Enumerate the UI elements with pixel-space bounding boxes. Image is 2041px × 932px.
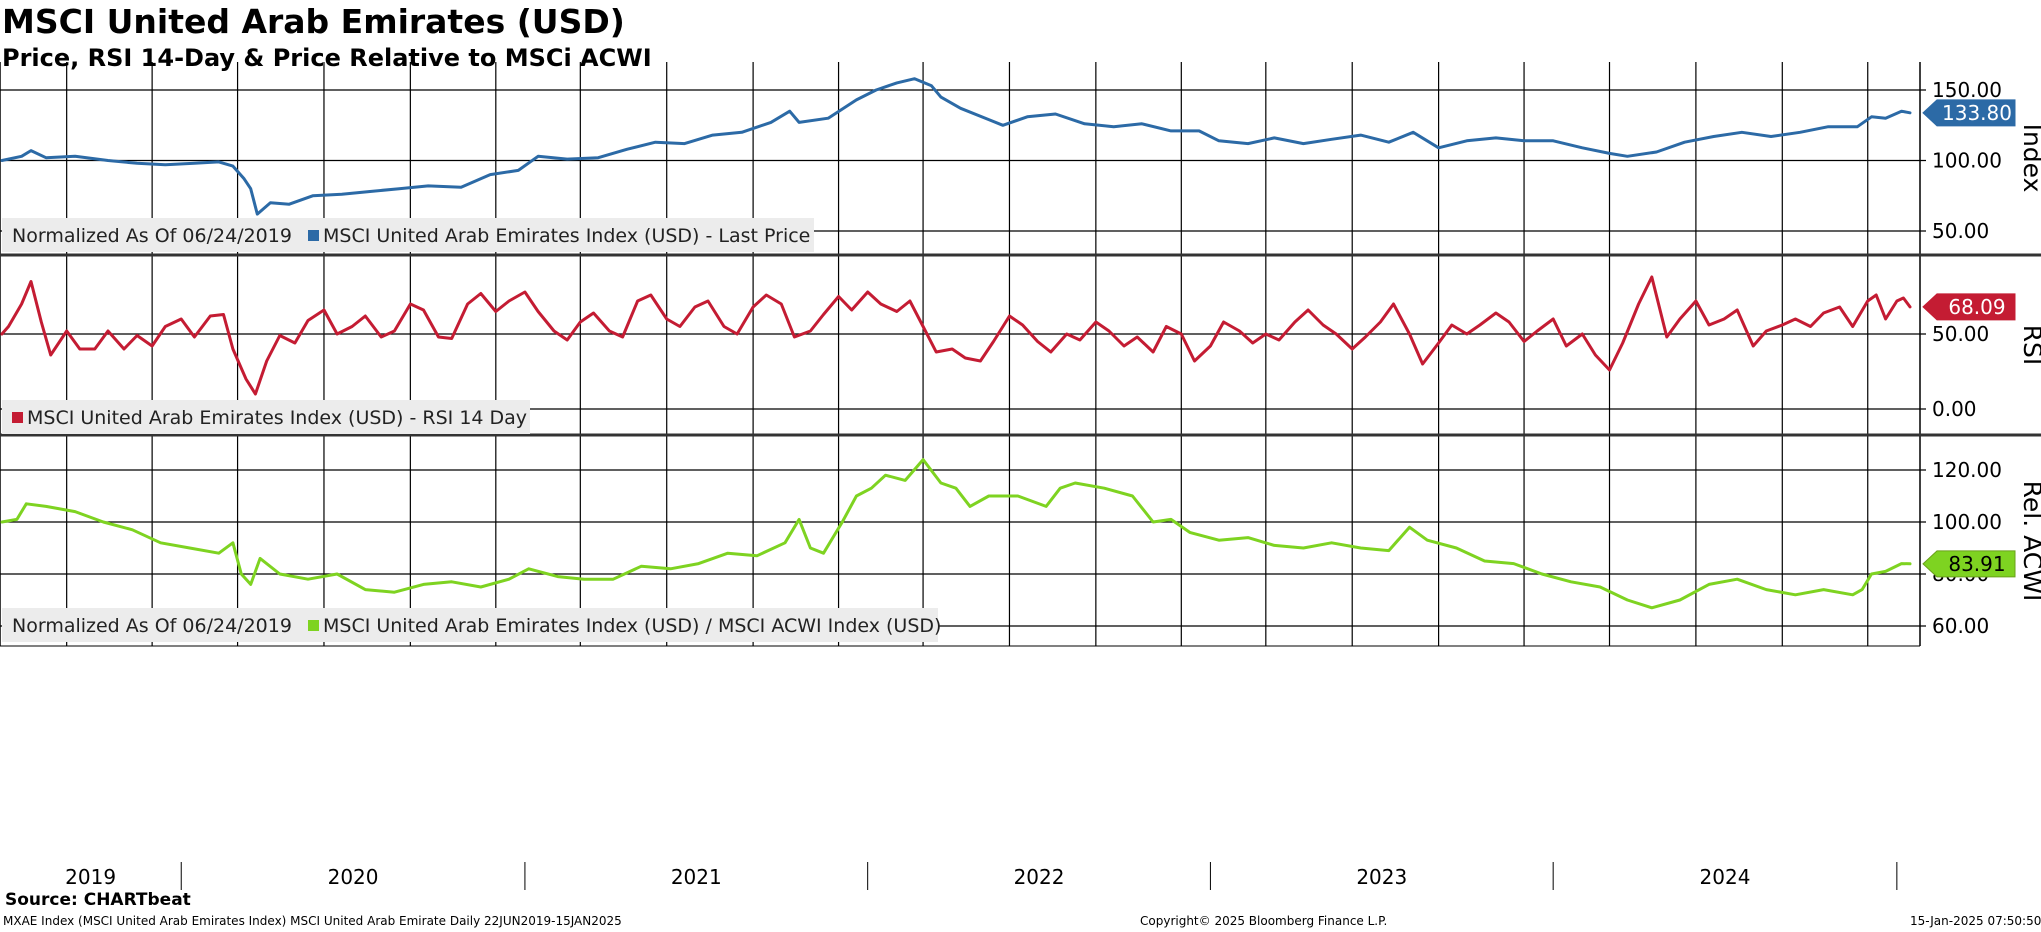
y-tick-label: 50.00 <box>1932 219 1989 243</box>
last-value-tag <box>1922 550 2016 578</box>
y-tick-label: 50.00 <box>1932 322 1989 346</box>
last-value-label: 83.91 <box>1948 552 2005 576</box>
y-tick-label: 100.00 <box>1932 510 2002 534</box>
chart-title: MSCI United Arab Emirates (USD) <box>2 2 625 41</box>
last-value-tag <box>1922 99 2016 127</box>
legend-swatch <box>12 412 23 423</box>
series-line-relative <box>0 458 1912 610</box>
y-tick-label: 120.00 <box>1932 458 2002 482</box>
legend-box <box>2 400 530 434</box>
series-layer <box>0 77 1912 610</box>
y-tick-label: 100.00 <box>1932 149 2002 173</box>
x-axis-year-label: 2021 <box>671 865 722 889</box>
y-axis-title: Rel. ACWI <box>2018 481 2041 602</box>
y-tick-label: 150.00 <box>1932 78 2002 102</box>
axis-layer: 2019 2020 2021 2022 2023 2024 50.00 100.00 150.0… <box>65 78 2041 889</box>
last-value-tag <box>1922 293 2016 321</box>
series-line-price <box>0 77 1912 216</box>
legend-series-name: MSCI United Arab Emirates Index (USD) - … <box>323 225 810 247</box>
legend-swatch <box>308 620 319 631</box>
y-axis-title: Index <box>2018 124 2041 193</box>
legend-box <box>2 608 938 642</box>
y-tick-label: 60.00 <box>1932 614 1989 638</box>
footer-copyright: Copyright© 2025 Bloomberg Finance L.P. <box>1140 914 1388 928</box>
source-label: Source: CHARTbeat <box>5 890 191 910</box>
legend-prefix: Normalized As Of 06/24/2019 <box>12 615 292 637</box>
x-axis-year-label: 2019 <box>65 865 116 889</box>
legend-layer: Normalized As Of 06/24/2019 MSCI United A… <box>2 218 941 642</box>
legend-swatch <box>308 230 319 241</box>
chart-subtitle: Price, RSI 14-Day & Price Relative to MS… <box>2 44 652 72</box>
y-tick-label: 0.00 <box>1932 397 1977 421</box>
footer-info: MXAE Index (MSCI United Arab Emirates In… <box>3 914 622 928</box>
legend-series-name: MSCI United Arab Emirates Index (USD) - … <box>27 407 527 429</box>
x-axis-year-label: 2020 <box>328 865 379 889</box>
last-value-label: 68.09 <box>1948 295 2005 319</box>
y-axis-title: RSI <box>2018 325 2041 366</box>
x-axis-year-label: 2023 <box>1356 865 1407 889</box>
grid-layer <box>0 62 2041 890</box>
legend-series-name: MSCI United Arab Emirates Index (USD) / … <box>323 615 941 637</box>
legend-prefix: Normalized As Of 06/24/2019 <box>12 225 292 247</box>
series-line-rsi <box>0 275 1912 396</box>
legend-box <box>2 218 814 252</box>
x-axis-year-label: 2024 <box>1700 865 1751 889</box>
footer-timestamp: 15-Jan-2025 07:50:50 <box>1910 914 2041 928</box>
last-value-label: 133.80 <box>1942 101 2012 125</box>
x-axis-year-label: 2022 <box>1014 865 1065 889</box>
